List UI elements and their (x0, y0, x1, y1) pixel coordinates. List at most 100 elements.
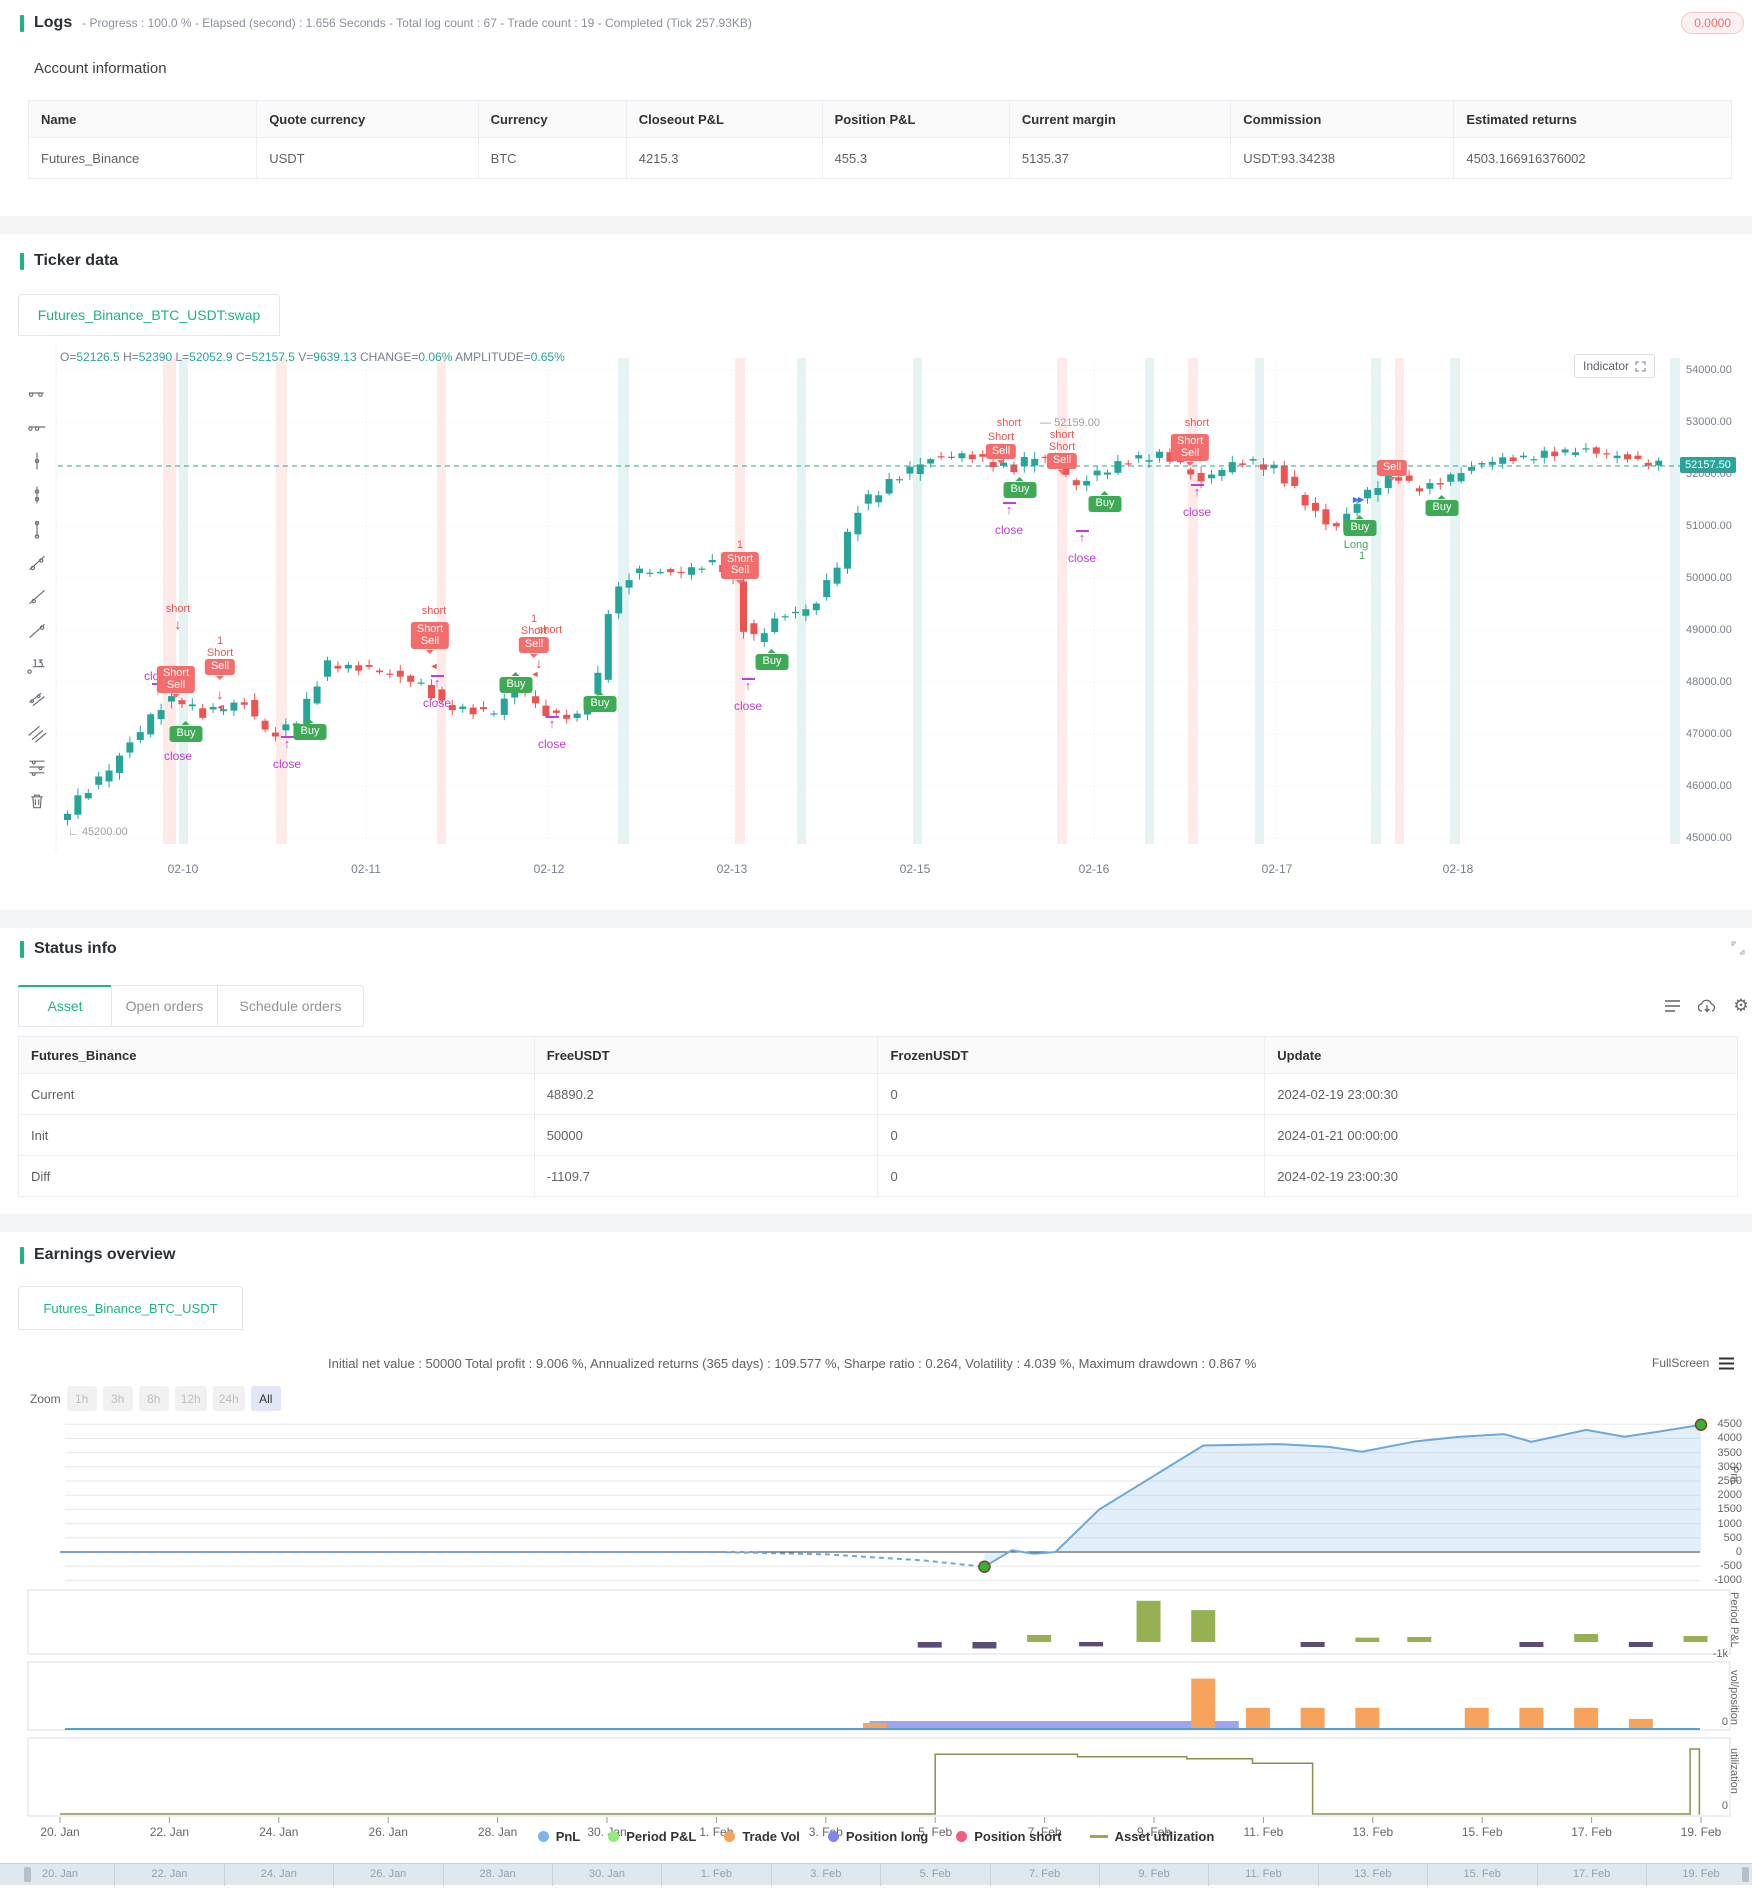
list-view-icon[interactable] (1662, 996, 1682, 1016)
vertical-segment-icon[interactable] (24, 448, 50, 474)
earnings-date-label: 22. Jan (149, 1825, 190, 1839)
trend-segment-icon[interactable] (24, 550, 50, 576)
row-label-current[interactable]: Current (18, 1073, 535, 1115)
zoom-option-1h[interactable]: 1h (66, 1386, 97, 1411)
logs-stats: - Progress : 100.0 % - Elapsed (second) … (82, 16, 752, 30)
price-tick-label: 50000.00 (1686, 572, 1732, 584)
vertical-ray-icon[interactable] (24, 482, 50, 508)
price-label-icon[interactable] (24, 652, 50, 678)
close-label: close (163, 749, 193, 763)
account-row: Futures_Binance USDT BTC 4215.3 455.3 51… (27, 137, 1732, 179)
order-arrows-icon: ▶▶ (1352, 495, 1364, 504)
legend-item-pnl[interactable]: PnL (537, 1829, 580, 1844)
menu-icon (1719, 1357, 1735, 1369)
range-navigator[interactable]: 20. Jan 22. Jan 24. Jan 26. Jan 28. Jan 30. J… (0, 1863, 1752, 1886)
price-tick-label: 51000.00 (1686, 520, 1732, 532)
navigator-separator (552, 1864, 553, 1886)
date-tick-label: 02-17 (1261, 862, 1293, 876)
buy-flag-marker: Buy (1343, 515, 1377, 536)
horizontal-segment-icon[interactable] (24, 380, 50, 406)
horizontal-ray-icon[interactable] (24, 414, 50, 440)
sell-flag-marker: Short Sell (156, 666, 196, 699)
zoom-option-8h[interactable]: 8h (138, 1386, 169, 1411)
earnings-symbol-tab[interactable]: Futures_Binance_BTC_USDT (18, 1286, 243, 1330)
buy-flag-marker: Buy (293, 719, 327, 740)
earnings-chart[interactable]: 4500 4000 3500 3000 2500 2000 1500 1000 500 0 -500… (0, 1404, 1752, 1892)
ticker-tab-label: Futures_Binance_BTC_USDT:swap (37, 307, 261, 323)
current-update: 2024-02-19 23:00:30 (1264, 1073, 1738, 1115)
fibonacci-icon[interactable] (24, 754, 50, 780)
section-accent-bar (20, 14, 24, 32)
date-tick-label: 02-12 (533, 862, 565, 876)
trend-ray-icon[interactable] (24, 584, 50, 610)
navigator-date-label: 24. Jan (260, 1868, 297, 1880)
delete-icon[interactable] (24, 788, 50, 814)
pnl-tick-label: 4500 (1717, 1418, 1742, 1431)
navigator-separator (333, 1864, 335, 1886)
status-table: Futures_Binance FreeUSDT FrozenUSDT Upda… (18, 1036, 1738, 1197)
zoom-option-24h[interactable]: 24h (212, 1386, 245, 1411)
cloud-download-icon[interactable] (1696, 995, 1718, 1017)
legend-item-asset-utilization[interactable]: Asset utilization (1089, 1829, 1214, 1844)
sell-flag-marker: Short Sell (1170, 434, 1210, 467)
sell-flag-marker: Short Sell (985, 431, 1017, 464)
navigator-separator (661, 1864, 663, 1886)
tab-schedule-orders-label: Schedule orders (239, 998, 342, 1014)
account-info-heading: Account information (34, 60, 167, 77)
expand-icon (1635, 360, 1646, 372)
date-tick-label: 02-11 (351, 862, 381, 876)
settings-gear-icon[interactable]: ⚙ (1733, 996, 1749, 1015)
col-free-usdt: FreeUSDT (533, 1036, 879, 1074)
navigator-date-label: 13. Feb (1354, 1868, 1392, 1880)
vertical-line-icon[interactable] (24, 516, 50, 542)
navigator-date-label: 5. Feb (919, 1868, 951, 1880)
close-position-marker: ↑ close (272, 736, 302, 771)
cell-name: Futures_Binance (27, 137, 258, 179)
zoom-option-12h[interactable]: 12h (174, 1386, 207, 1411)
close-position-marker: ↑ close (1182, 484, 1212, 519)
short-entry-label: short (996, 417, 1022, 429)
trend-line-icon[interactable] (24, 618, 50, 644)
tab-schedule-orders[interactable]: Schedule orders (217, 985, 364, 1027)
tab-open-orders[interactable]: Open orders (111, 985, 218, 1027)
cell-closeout-pnl: 4215.3 (625, 137, 823, 179)
short-arrow-icon: ↓ (174, 616, 182, 632)
price-tick-label: 47000.00 (1686, 728, 1732, 740)
section-accent-bar (20, 940, 24, 958)
navigator-left-handle[interactable] (24, 1867, 31, 1882)
panel-axis-title: vol/position (1728, 1670, 1740, 1726)
cell-position-pnl: 455.3 (821, 137, 1010, 179)
fullscreen-control[interactable]: FullScreen (1652, 1356, 1735, 1370)
navigator-separator (989, 1864, 991, 1886)
ohlc-part: CHANGE= (360, 350, 419, 364)
status-row-diff: Diff -1109.7 0 2024-02-19 23:00:30 (18, 1155, 1738, 1197)
navigator-separator (114, 1864, 116, 1886)
legend-item-trade-vol[interactable]: Trade Vol (724, 1829, 800, 1844)
candlestick-chart[interactable]: O=52126.5 H=52390 L=52052.9 C=52157.5 V=… (18, 336, 1736, 896)
navigator-separator (1427, 1864, 1429, 1886)
legend-item-period-p-l[interactable]: Period P&L (608, 1829, 696, 1844)
parallel-channel-icon[interactable] (24, 720, 50, 746)
legend-item-position-long[interactable]: Position long (827, 1829, 928, 1844)
tab-asset[interactable]: Asset (18, 985, 112, 1027)
legend-label: Trade Vol (742, 1829, 800, 1844)
collapse-icon[interactable] (1728, 938, 1748, 958)
navigator-right-handle[interactable] (1742, 1867, 1749, 1882)
zoom-option-3h[interactable]: 3h (102, 1386, 133, 1411)
col-current-margin: Current margin (1008, 100, 1232, 138)
sell-flag-marker: Short Sell (410, 622, 450, 655)
navigator-separator (770, 1864, 772, 1886)
parallel-segment-icon[interactable] (24, 686, 50, 712)
col-currency: Currency (477, 100, 627, 138)
cell-commission: USDT:93.34238 (1230, 137, 1455, 179)
ticker-symbol-tab[interactable]: Futures_Binance_BTC_USDT:swap (18, 294, 280, 336)
legend-item-position-short[interactable]: Position short (956, 1829, 1062, 1844)
zoom-option-all[interactable]: All (250, 1386, 281, 1411)
earnings-stats: Initial net value : 50000 Total profit :… (328, 1356, 1257, 1371)
buy-flag-marker: Buy (169, 721, 203, 742)
panel-axis-title: PnL (1728, 1466, 1740, 1486)
section-accent-bar (20, 1246, 24, 1264)
tab-asset-label: Asset (47, 998, 83, 1014)
cell-estimated-returns: 4503.166916376002 (1453, 137, 1732, 179)
indicator-button[interactable]: Indicator (1574, 354, 1656, 378)
